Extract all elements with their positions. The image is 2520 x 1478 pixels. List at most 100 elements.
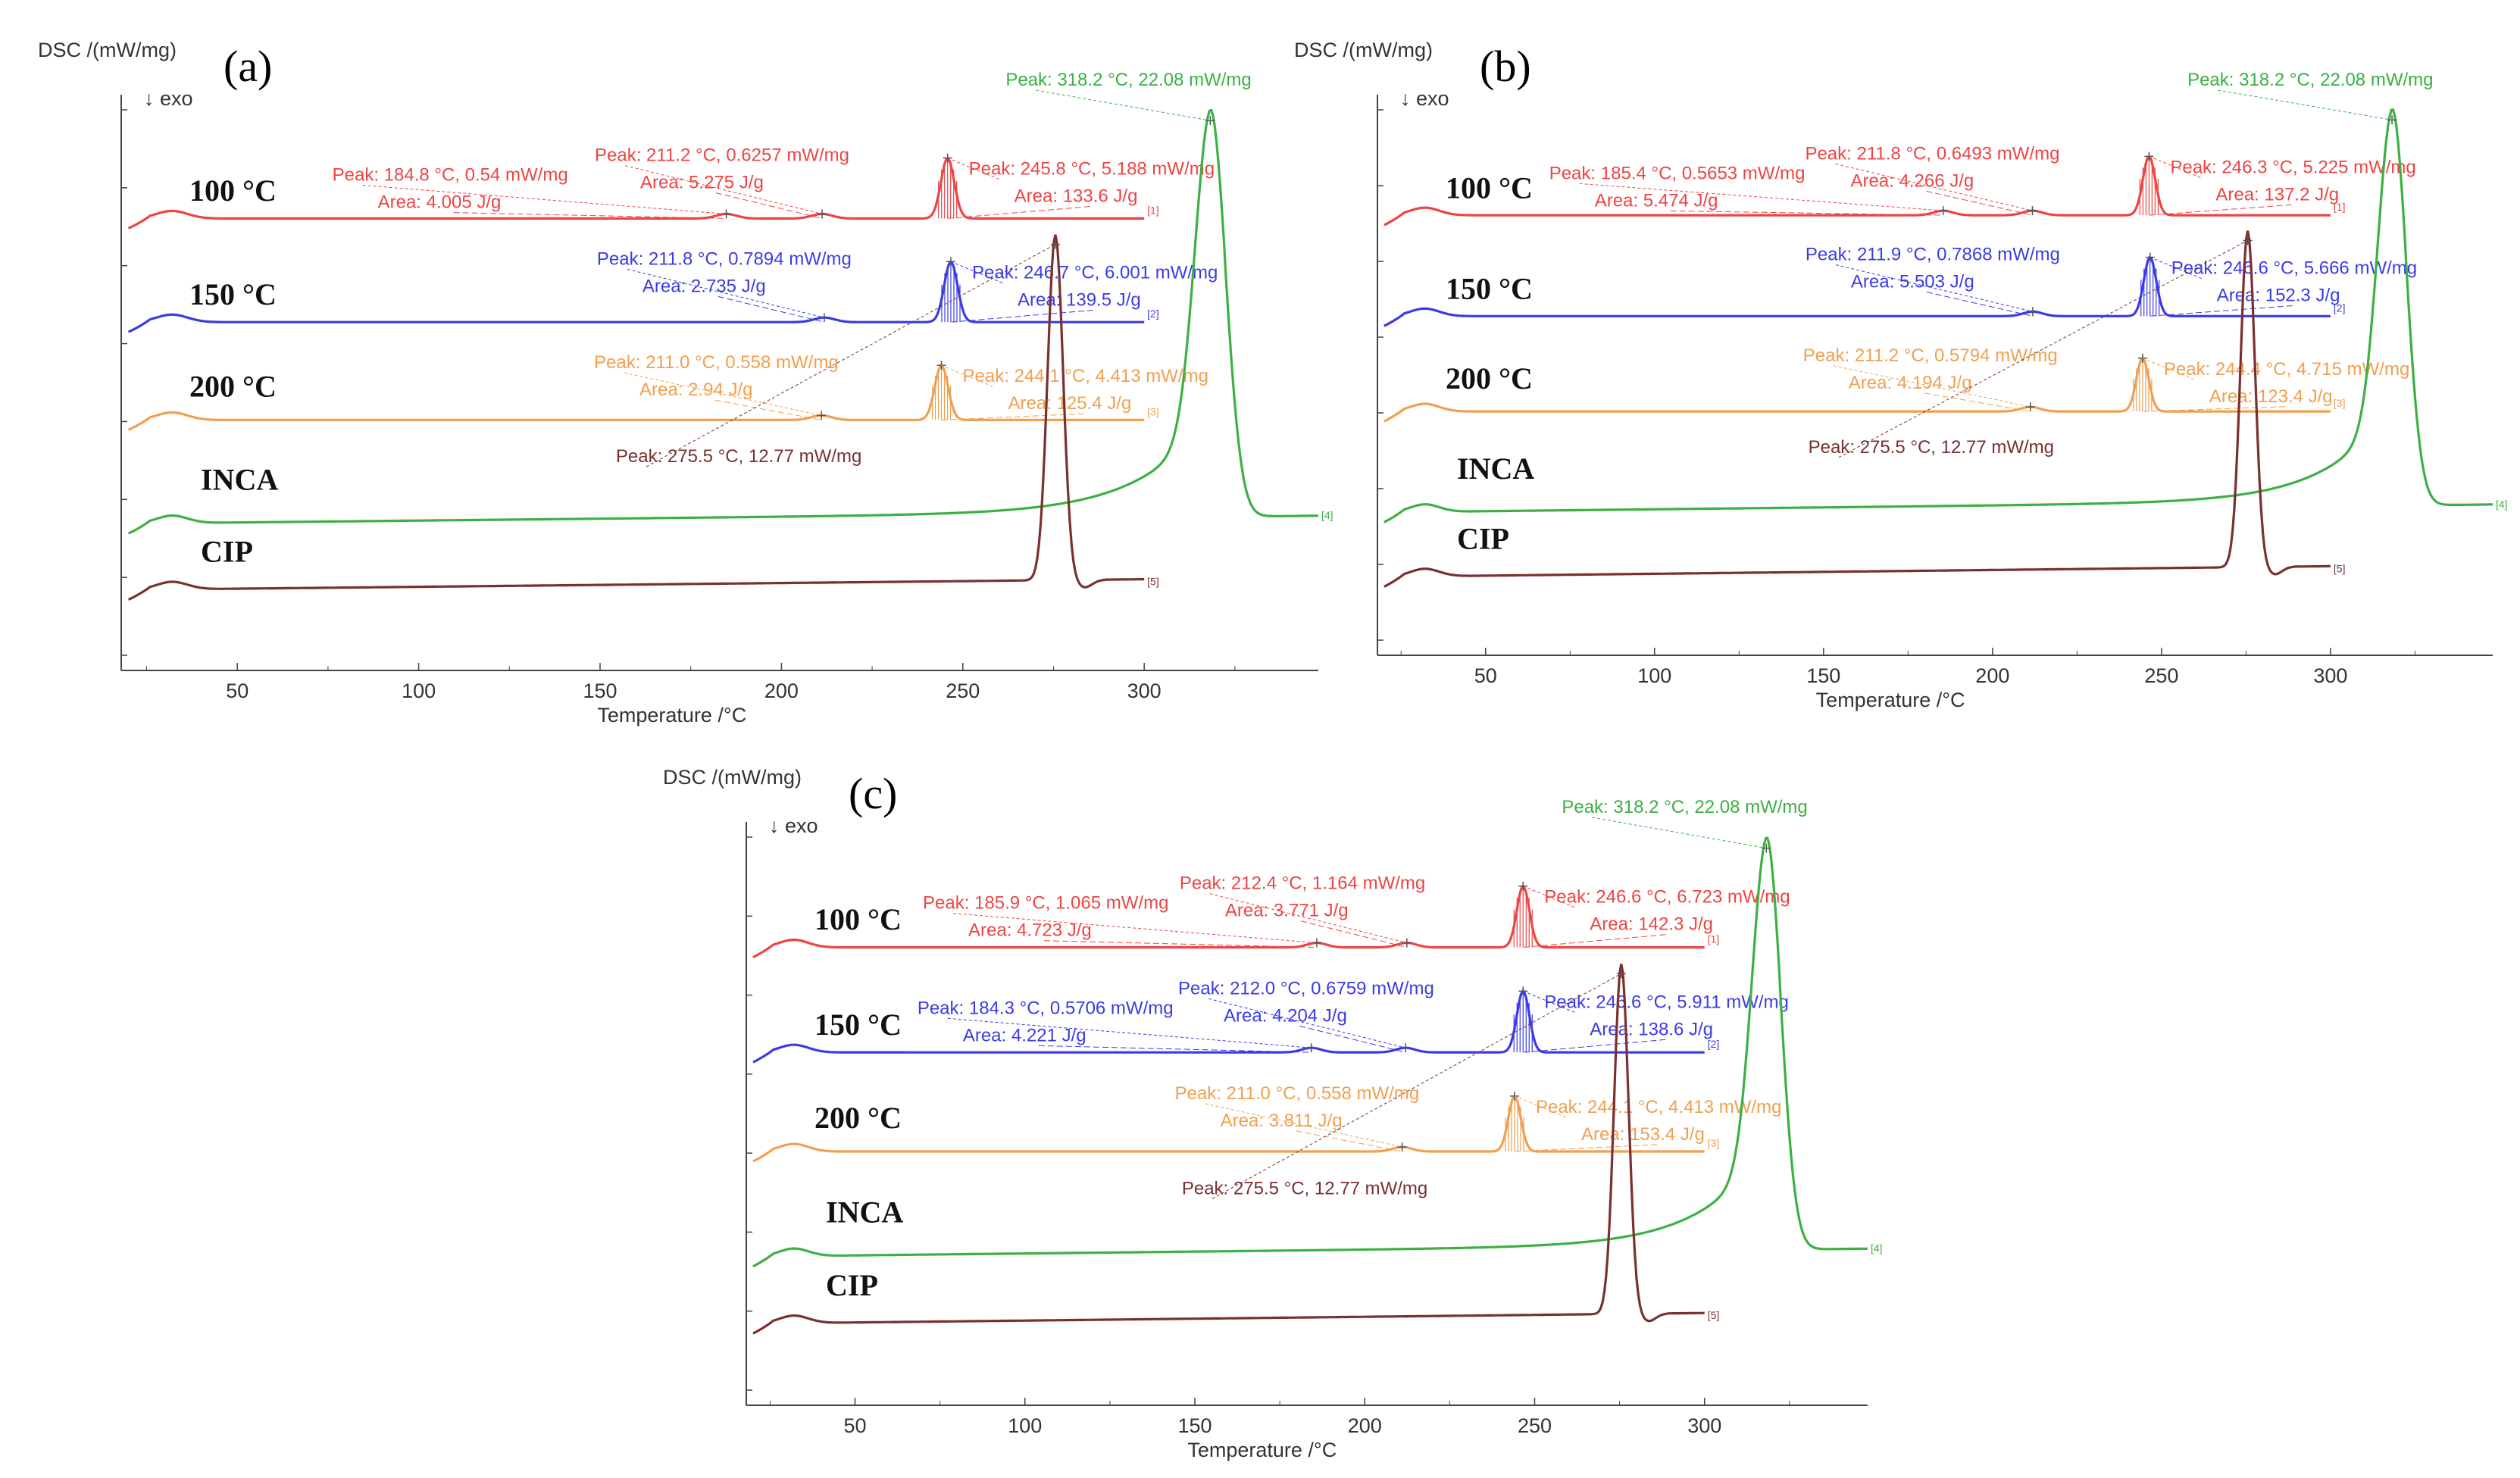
- panel-letter: (b): [1480, 42, 1531, 91]
- area-annotation: Area: 5.503 J/g: [1851, 272, 1974, 292]
- leader-line: [718, 295, 825, 323]
- peak-annotation: Peak: 246.6 °C, 5.911 mW/mg: [1544, 992, 1789, 1012]
- series-label: 100 °C: [189, 173, 277, 208]
- series-label: INCA: [826, 1195, 903, 1230]
- x-tick-label: 300: [2313, 664, 2347, 687]
- leader-line: [1212, 973, 1622, 1199]
- leader-line: [950, 261, 1003, 283]
- leader-line: [947, 1017, 1312, 1048]
- leader-line: [2149, 155, 2201, 178]
- x-tick-label: 50: [226, 680, 249, 702]
- series-line-200C: [127, 364, 1145, 431]
- leader-line: [941, 413, 1084, 420]
- exo-label: ↓ exo: [769, 814, 818, 837]
- peak-annotation: Peak: 211.9 °C, 0.7868 mW/mg: [1806, 245, 2060, 265]
- curve-end-marker: [1]: [1708, 933, 1720, 945]
- area-annotation: Area: 138.6 J/g: [1590, 1019, 1713, 1039]
- series-line-150C: [1383, 255, 2331, 327]
- series-line-200C: [752, 1094, 1705, 1163]
- leader-line: [1833, 365, 2031, 408]
- peak-annotation: Peak: 318.2 °C, 22.08 mW/mg: [1562, 797, 1807, 817]
- peak-annotation: Peak: 246.7 °C, 6.001 mW/mg: [972, 262, 1218, 283]
- curve-end-marker: [4]: [1321, 509, 1333, 521]
- area-annotation: Area: 4.194 J/g: [1849, 373, 1972, 393]
- leader-line: [1838, 239, 2248, 458]
- leader-line: [2150, 257, 2202, 280]
- leader-line: [1036, 89, 1211, 121]
- peak-annotation: Peak: 211.8 °C, 0.6493 mW/mg: [1805, 143, 2059, 164]
- leader-line: [947, 206, 1090, 219]
- peak-annotation: Peak: 185.9 °C, 1.065 mW/mg: [923, 893, 1168, 914]
- curve-end-marker: [1]: [2334, 201, 2346, 213]
- series-line-CIP: [127, 234, 1145, 602]
- leader-line: [1579, 183, 1943, 211]
- area-annotation: Area: 4.266 J/g: [1850, 170, 1974, 191]
- area-annotation: Area: 3.771 J/g: [1225, 901, 1349, 921]
- area-annotation: Area: 4.221 J/g: [963, 1025, 1086, 1045]
- leader-line: [2149, 204, 2292, 216]
- peak-annotation: Peak: 245.8 °C, 5.188 mW/mg: [969, 159, 1215, 180]
- x-tick-label: 200: [1348, 1414, 1382, 1437]
- leader-line: [714, 399, 822, 420]
- leader-line: [950, 309, 1094, 323]
- series-label: 150 °C: [1446, 272, 1533, 306]
- panel-letter: (c): [849, 769, 897, 818]
- area-annotation: Area: 4.204 J/g: [1224, 1005, 1347, 1026]
- leader-line: [1523, 934, 1666, 948]
- x-tick-label: 250: [946, 680, 980, 702]
- peak-annotation: Peak: 318.2 °C, 22.08 mW/mg: [2187, 70, 2433, 90]
- curve-end-marker: [5]: [1708, 1309, 1720, 1321]
- peak-annotation: Peak: 275.5 °C, 12.77 mW/mg: [1809, 437, 2054, 458]
- area-annotation: Area: 2.94 J/g: [639, 380, 752, 400]
- exo-label: ↓ exo: [144, 87, 193, 110]
- curve-end-marker: [5]: [1147, 576, 1159, 588]
- curve-end-marker: [2]: [2334, 302, 2346, 314]
- series-line-150C: [752, 989, 1705, 1064]
- curve-end-marker: [5]: [2334, 562, 2346, 574]
- leader-line: [646, 244, 1056, 467]
- series-line-CIP: [1383, 230, 2331, 588]
- x-tick-label: 300: [1127, 680, 1162, 702]
- series-label: 150 °C: [814, 1008, 902, 1042]
- x-tick-label: 100: [1637, 664, 1671, 687]
- leader-line: [453, 212, 727, 219]
- peak-annotation: Peak: 318.2 °C, 22.08 mW/mg: [1005, 70, 1251, 90]
- leader-line: [1514, 1095, 1567, 1118]
- series-label: CIP: [826, 1268, 878, 1302]
- peak-annotation: Peak: 211.0 °C, 0.558 mW/mg: [594, 352, 839, 373]
- area-annotation: Area: 139.5 J/g: [1018, 289, 1141, 310]
- leader-line: [2150, 305, 2293, 317]
- leader-line: [1592, 817, 1767, 849]
- leader-line: [1038, 1045, 1312, 1053]
- area-annotation: Area: 125.4 J/g: [1008, 393, 1132, 414]
- area-annotation: Area: 123.4 J/g: [2209, 386, 2333, 407]
- leader-line: [1835, 163, 2033, 211]
- leader-line: [2142, 358, 2195, 380]
- leader-line: [624, 372, 822, 416]
- x-tick-label: 150: [583, 680, 617, 702]
- peak-annotation: Peak: 212.0 °C, 0.6759 mW/mg: [1178, 978, 1434, 998]
- series-label: 100 °C: [1446, 170, 1533, 205]
- peak-annotation: Peak: 185.4 °C, 0.5653 mW/mg: [1549, 163, 1806, 183]
- leader-line: [1835, 264, 2034, 312]
- series-label: 200 °C: [1446, 361, 1533, 395]
- x-tick-label: 150: [1177, 1414, 1212, 1437]
- leader-line: [2217, 89, 2393, 120]
- peak-annotation: Peak: 244.1 °C, 4.413 mW/mg: [963, 366, 1208, 386]
- x-tick-label: 100: [402, 680, 436, 702]
- series-label: CIP: [1457, 522, 1509, 556]
- leader-line: [1523, 886, 1575, 908]
- leader-line: [1209, 893, 1407, 944]
- curve-end-marker: [2]: [1708, 1038, 1720, 1050]
- peak-annotation: Peak: 275.5 °C, 12.77 mW/mg: [616, 446, 861, 467]
- x-tick-label: 250: [2144, 664, 2178, 687]
- area-annotation: Area: 142.3 J/g: [1590, 914, 1713, 935]
- leader-line: [1299, 1025, 1406, 1053]
- peak-annotation: Peak: 184.8 °C, 0.54 mW/mg: [333, 165, 568, 186]
- x-axis-label: Temperature /°C: [1816, 689, 1965, 711]
- peak-annotation: Peak: 211.0 °C, 0.558 mW/mg: [1175, 1083, 1420, 1104]
- peak-annotation: Peak: 211.2 °C, 0.6257 mW/mg: [595, 145, 849, 166]
- panel-0: 50 100 150 200 250 300 Temperature /°C DSC /(mW…: [38, 39, 1333, 727]
- x-tick-label: 300: [1687, 1414, 1721, 1437]
